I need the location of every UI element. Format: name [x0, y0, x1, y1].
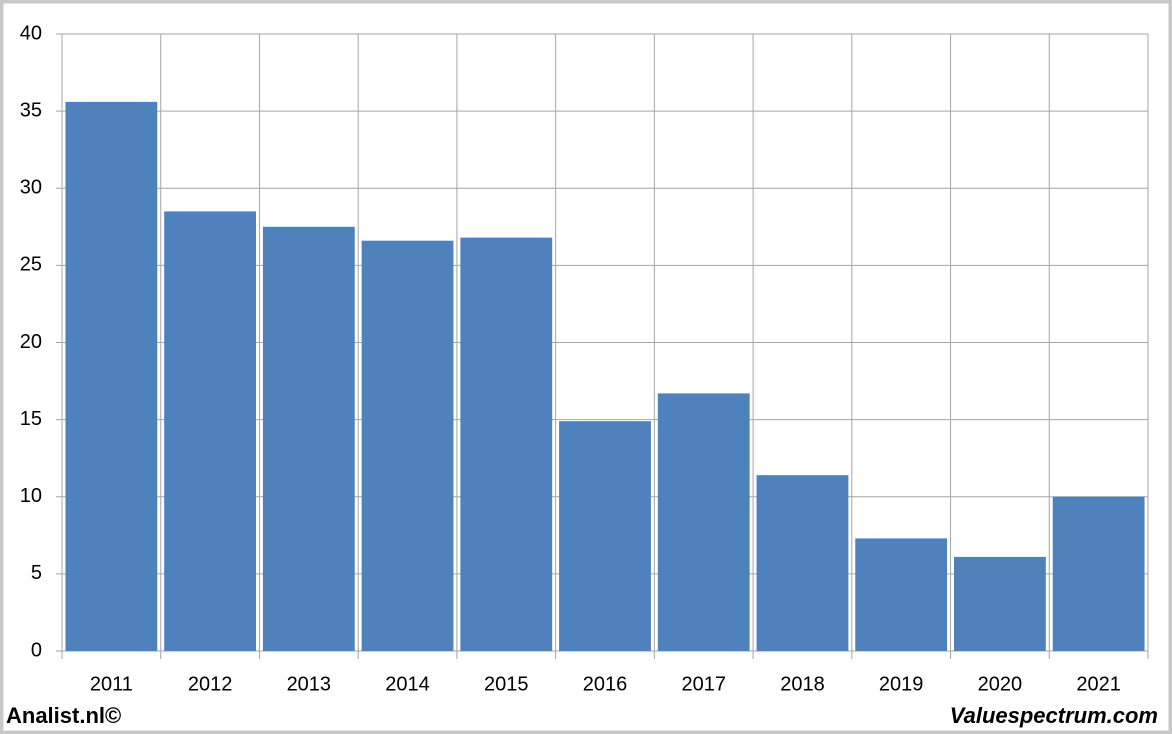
- bar: [855, 538, 948, 651]
- x-tick-label: 2012: [188, 673, 233, 695]
- bar: [657, 393, 750, 651]
- bar: [559, 421, 651, 651]
- bar: [65, 101, 158, 652]
- y-tick-label: 20: [20, 331, 42, 353]
- x-tick-label: 2020: [978, 673, 1023, 695]
- y-tick-label: 30: [20, 177, 42, 199]
- bar: [361, 240, 454, 651]
- y-tick-label: 15: [20, 408, 42, 430]
- bar: [262, 226, 355, 651]
- bar: [1052, 496, 1145, 651]
- x-tick-label: 2011: [90, 673, 133, 695]
- x-tick-label: 2018: [780, 673, 825, 695]
- y-tick-label: 40: [20, 22, 42, 44]
- x-tick-label: 2015: [484, 673, 529, 695]
- bar: [756, 475, 849, 651]
- bar: [164, 211, 256, 651]
- x-tick-label: 2014: [385, 673, 430, 695]
- x-tick-label: 2019: [879, 673, 924, 695]
- credit-left: Analist.nl©: [6, 703, 121, 728]
- y-tick-label: 5: [31, 562, 42, 584]
- y-tick-label: 0: [31, 639, 42, 661]
- x-tick-label: 2017: [681, 673, 726, 695]
- bar: [460, 237, 553, 652]
- x-tick-label: 2021: [1076, 673, 1121, 695]
- y-tick-label: 35: [20, 99, 42, 121]
- y-tick-label: 25: [20, 254, 42, 276]
- bar: [954, 556, 1046, 651]
- x-tick-label: 2016: [583, 673, 628, 695]
- credit-right: Valuespectrum.com: [950, 703, 1158, 728]
- y-tick-label: 10: [20, 485, 42, 507]
- x-tick-label: 2013: [287, 673, 332, 695]
